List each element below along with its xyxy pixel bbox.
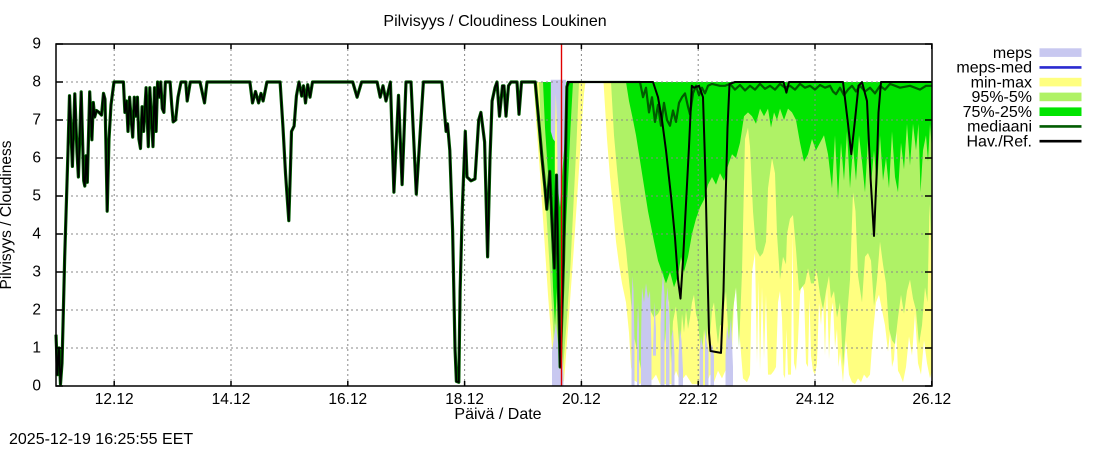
svg-text:1: 1 bbox=[32, 340, 41, 357]
svg-text:75%-25%: 75%-25% bbox=[963, 104, 1032, 121]
svg-text:6: 6 bbox=[32, 150, 41, 167]
svg-text:3: 3 bbox=[32, 264, 41, 281]
svg-text:mediaani: mediaani bbox=[967, 119, 1032, 136]
svg-text:min-max: min-max bbox=[971, 74, 1032, 91]
svg-text:2025-12-19 16:25:55 EET: 2025-12-19 16:25:55 EET bbox=[9, 431, 193, 448]
svg-text:8: 8 bbox=[32, 74, 41, 91]
svg-text:16.12: 16.12 bbox=[328, 391, 367, 408]
svg-text:20.12: 20.12 bbox=[562, 391, 601, 408]
svg-text:26.12: 26.12 bbox=[912, 391, 951, 408]
svg-text:22.12: 22.12 bbox=[679, 391, 718, 408]
svg-text:2: 2 bbox=[32, 302, 41, 319]
svg-text:14.12: 14.12 bbox=[212, 391, 251, 408]
svg-text:meps: meps bbox=[993, 45, 1032, 62]
svg-text:4: 4 bbox=[32, 226, 41, 243]
svg-text:5: 5 bbox=[32, 188, 41, 205]
svg-text:9: 9 bbox=[32, 36, 41, 53]
svg-text:18.12: 18.12 bbox=[445, 391, 484, 408]
svg-text:Päivä / Date: Päivä / Date bbox=[454, 406, 541, 423]
svg-text:24.12: 24.12 bbox=[796, 391, 835, 408]
svg-text:7: 7 bbox=[32, 112, 41, 129]
svg-text:meps-med: meps-med bbox=[956, 60, 1032, 77]
svg-text:95%-5%: 95%-5% bbox=[972, 89, 1032, 106]
svg-text:12.12: 12.12 bbox=[95, 391, 134, 408]
svg-text:Hav./Ref.: Hav./Ref. bbox=[967, 133, 1033, 150]
svg-text:Pilvisyys / Cloudiness Loukine: Pilvisyys / Cloudiness Loukinen bbox=[383, 13, 606, 30]
svg-text:0: 0 bbox=[32, 378, 41, 395]
svg-text:Pilvisyys / Cloudiness: Pilvisyys / Cloudiness bbox=[0, 140, 15, 289]
